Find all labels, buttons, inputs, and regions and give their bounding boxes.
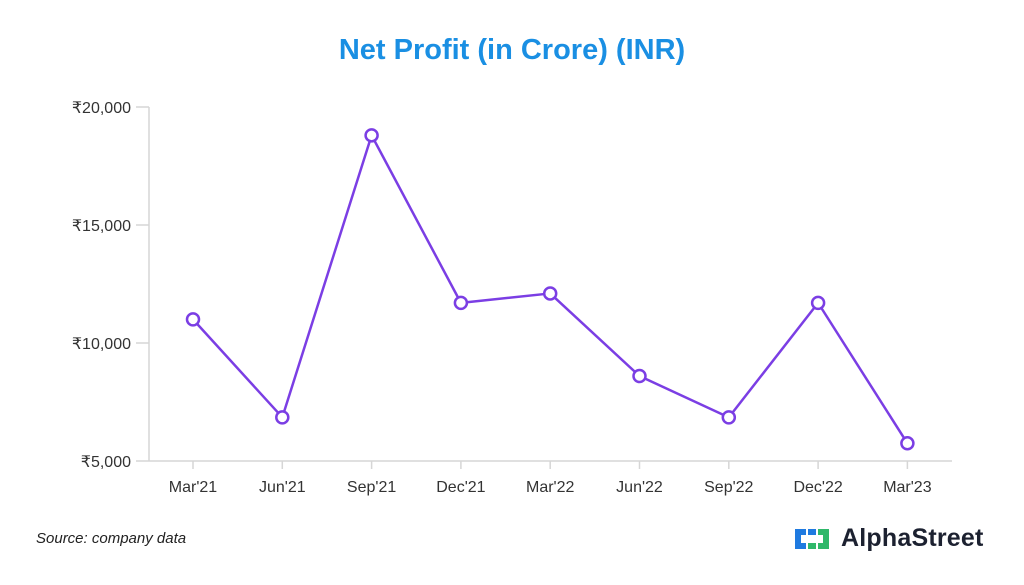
data-point bbox=[632, 368, 647, 384]
source-note: Source: company data bbox=[36, 530, 187, 547]
x-tick-label: Sep'21 bbox=[347, 479, 396, 496]
y-tick-label: ₹15,000 bbox=[72, 218, 131, 235]
x-tick-label: Mar'23 bbox=[883, 479, 932, 496]
data-point bbox=[185, 312, 201, 327]
chart-title: Net Profit (in Crore) (INR) bbox=[338, 34, 686, 66]
x-tick-label: Dec'21 bbox=[436, 479, 485, 496]
data-point bbox=[275, 410, 290, 425]
series-layer bbox=[185, 128, 915, 451]
data-point bbox=[721, 410, 737, 425]
data-point bbox=[364, 128, 379, 143]
y-tick-label: ₹5,000 bbox=[81, 454, 131, 471]
tick-labels: ₹5,000 ₹10,000 ₹15,000 ₹20,000 Mar'21 Jun'21 S… bbox=[72, 100, 932, 496]
x-tick-label: Jun'21 bbox=[259, 479, 306, 496]
brand-name: AlphaStreet bbox=[841, 524, 984, 552]
data-point bbox=[810, 295, 826, 311]
brand: AlphaStreet bbox=[793, 524, 984, 553]
x-tick-label: Dec'22 bbox=[793, 479, 842, 496]
data-point bbox=[453, 295, 469, 311]
y-tick-label: ₹10,000 bbox=[72, 336, 131, 353]
chart-axes bbox=[136, 106, 952, 469]
x-tick-label: Jun'22 bbox=[616, 479, 663, 496]
x-tick-label: Sep'22 bbox=[704, 479, 753, 496]
x-tick-label: Mar'21 bbox=[169, 479, 218, 496]
data-point bbox=[900, 436, 915, 451]
alphastreet-logo-icon bbox=[795, 528, 829, 549]
y-tick-label: ₹20,000 bbox=[72, 100, 131, 117]
data-point bbox=[542, 286, 558, 301]
x-tick-label: Mar'22 bbox=[526, 479, 575, 496]
